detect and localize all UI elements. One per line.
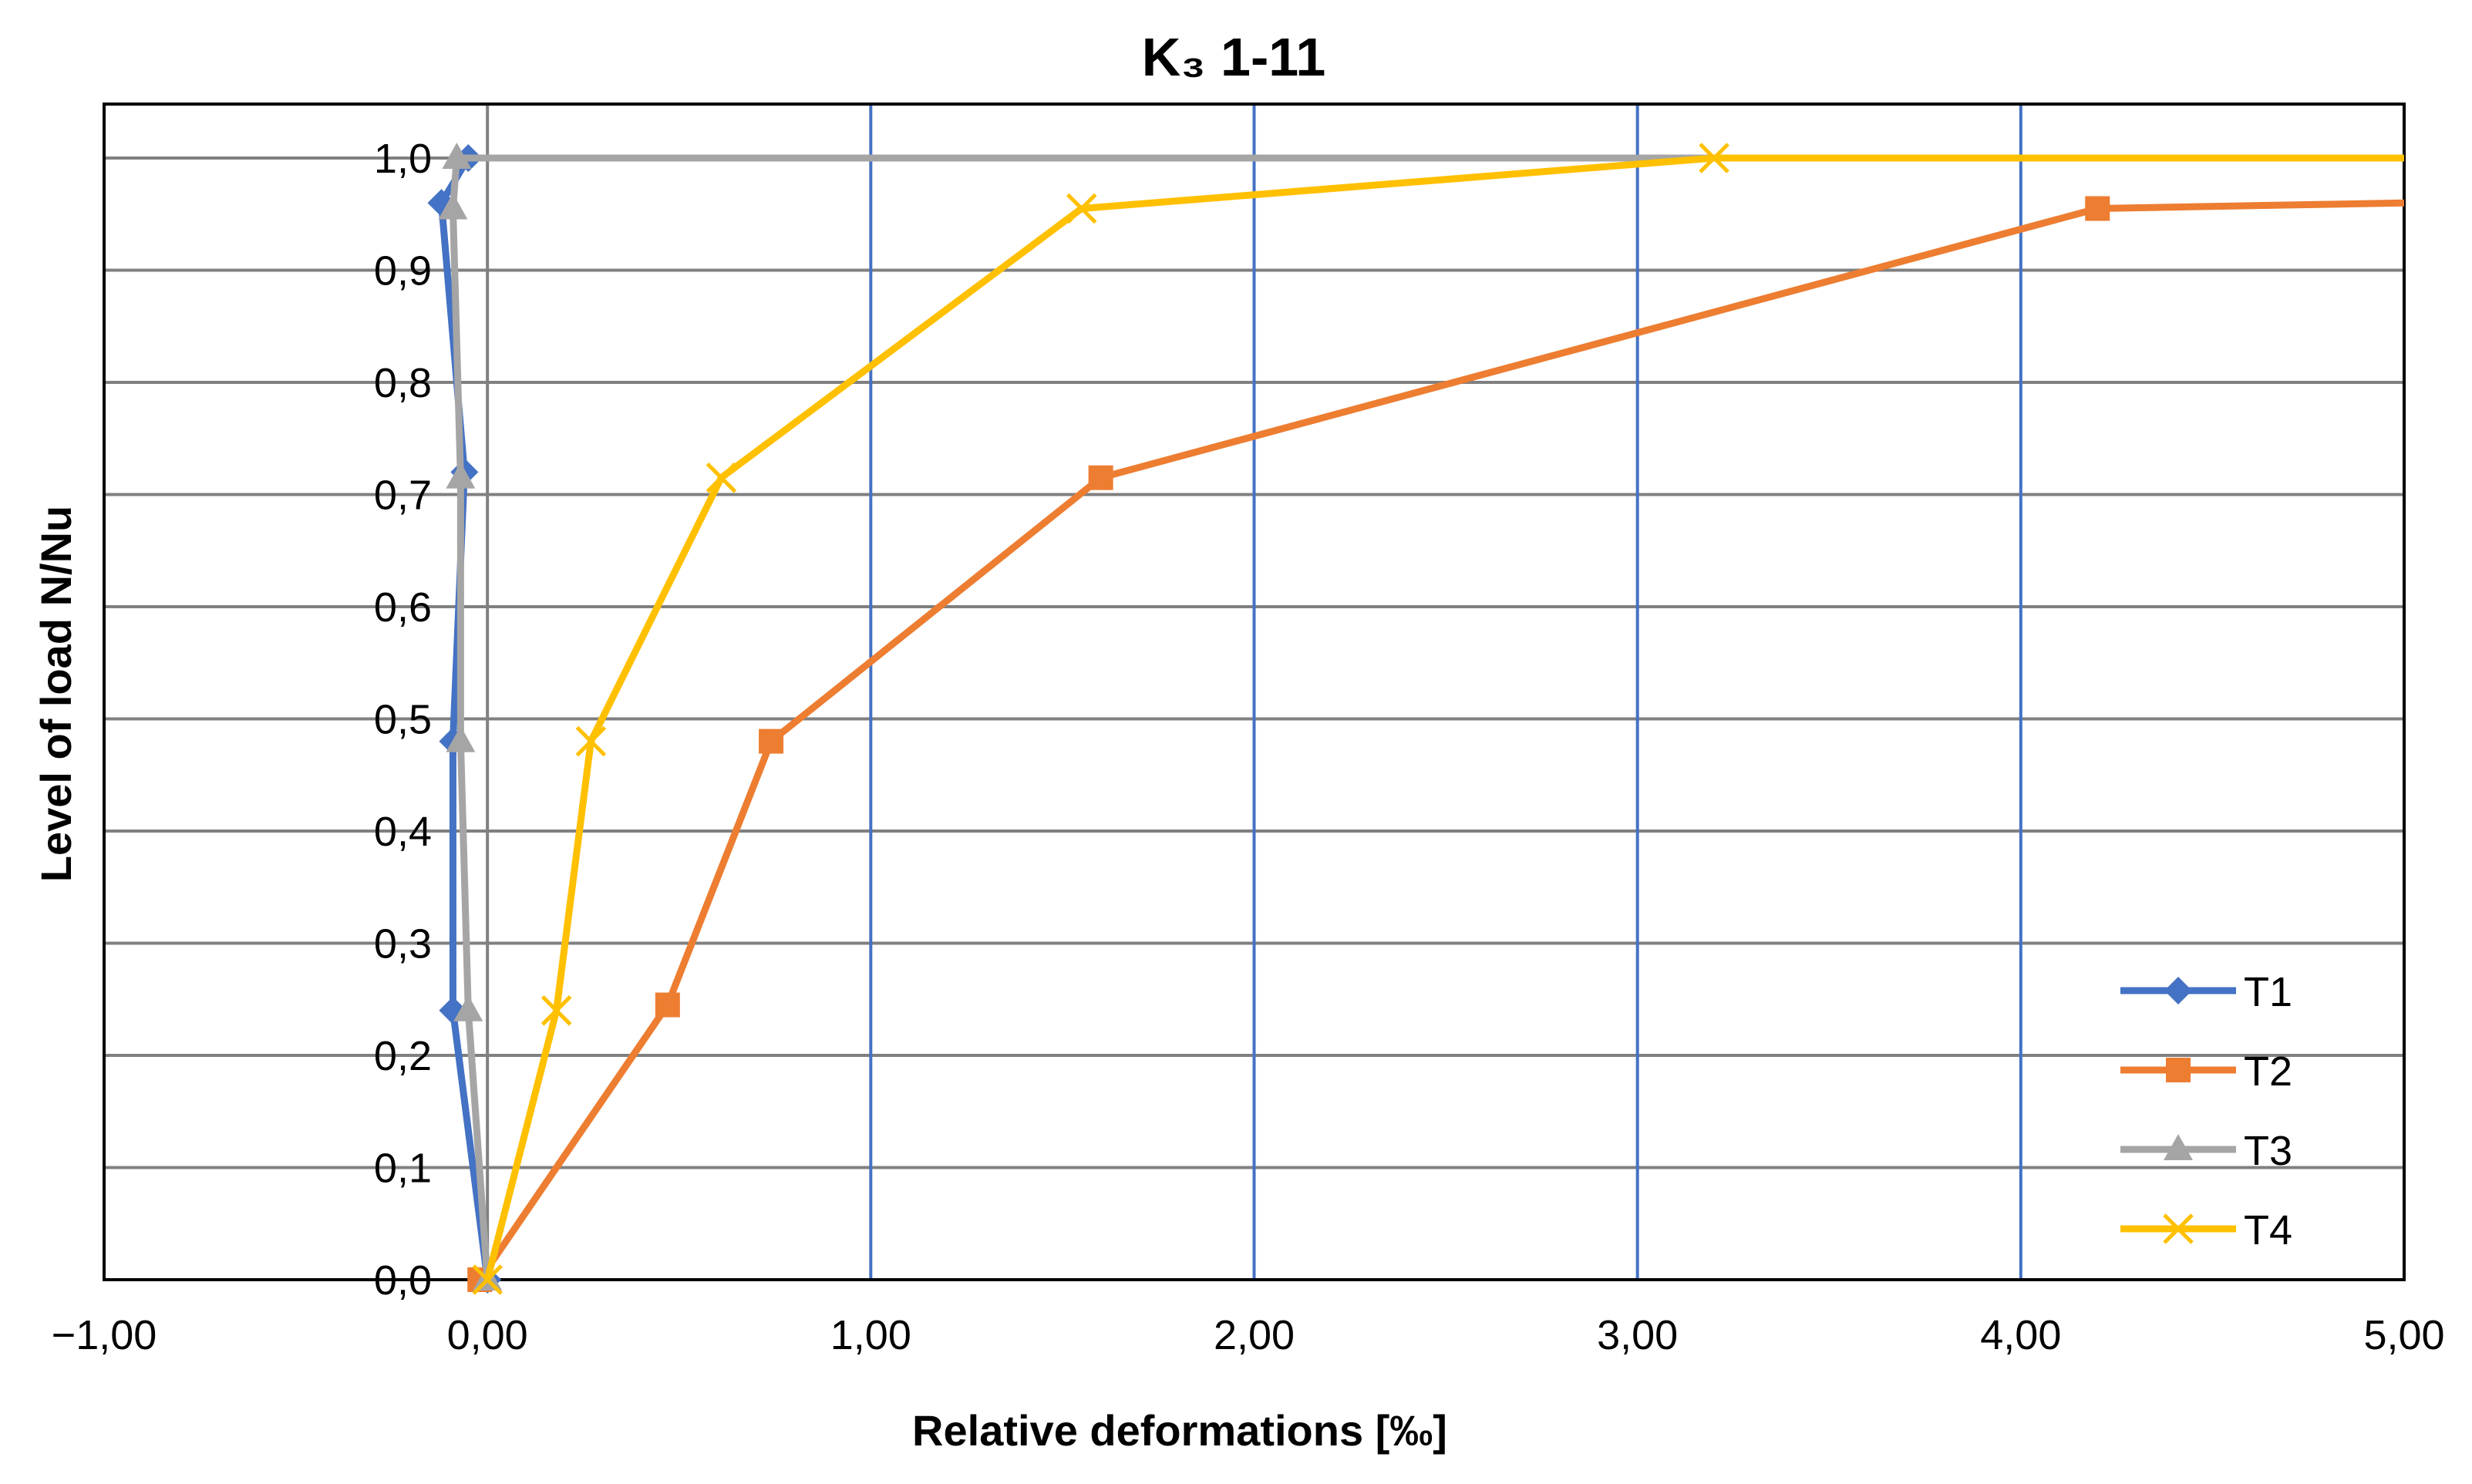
data-point-t3 <box>438 193 468 220</box>
data-point-t3 <box>446 725 476 752</box>
data-point-t4 <box>706 462 737 493</box>
marker-stroke <box>2163 1213 2194 1244</box>
y-tick-label: 0,9 <box>374 248 432 294</box>
series-t3 <box>438 143 2404 1291</box>
data-point-t3 <box>442 143 472 169</box>
marker-stroke <box>575 725 607 757</box>
legend-marker <box>2163 1213 2194 1244</box>
x-axis-label: Relative deformations [‰] <box>912 1406 1447 1455</box>
marker-stroke <box>541 995 572 1026</box>
x-tick-label: 1,00 <box>830 1312 911 1358</box>
legend-label: T4 <box>2244 1207 2292 1253</box>
x-tick-label: 2,00 <box>1214 1312 1295 1358</box>
data-point-t2 <box>655 992 680 1018</box>
data-point-t3 <box>446 462 476 489</box>
legend-label: T3 <box>2244 1128 2292 1174</box>
y-axis-label: Level of load N/Nu <box>32 506 80 883</box>
y-tick-label: 0,2 <box>374 1033 432 1079</box>
series-t4 <box>472 143 2404 1295</box>
grid <box>104 104 2404 1281</box>
marker-stroke <box>472 1264 503 1295</box>
y-tick-label: 0,8 <box>374 360 432 406</box>
marker-stroke <box>706 462 737 493</box>
data-point-t2 <box>1088 465 1113 490</box>
x-axis-ticks: −1,00 0,00 1,00 2,00 3,00 4,00 5,00 <box>52 1312 2445 1358</box>
data-point-t2 <box>2085 196 2110 221</box>
data-point-t4 <box>575 725 607 757</box>
chart-title: K₃ 1-11 <box>1142 27 1326 87</box>
plot-area-frame <box>103 103 2406 1281</box>
legend-label: T2 <box>2244 1048 2292 1095</box>
x-tick-label: 5,00 <box>2363 1312 2444 1358</box>
legend-marker <box>2166 1058 2191 1082</box>
series-line-t2 <box>477 199 2405 1282</box>
y-tick-label: 0,1 <box>374 1146 432 1192</box>
data-point-t4 <box>1066 193 1097 224</box>
x-tick-label: 4,00 <box>1980 1312 2061 1358</box>
x-tick-label: 0,00 <box>447 1312 528 1358</box>
data-point-t4 <box>541 995 572 1026</box>
data-point-t4 <box>472 1264 503 1295</box>
data-point-t2 <box>759 729 784 754</box>
y-tick-label: 0,3 <box>374 921 432 967</box>
y-tick-label: 0,6 <box>374 584 432 631</box>
legend: T1 T2 T3 T4 <box>2120 969 2292 1253</box>
legend-item-t2: T2 <box>2120 1048 2292 1095</box>
marker-stroke <box>1699 143 1729 173</box>
legend-item-t3: T3 <box>2120 1128 2292 1174</box>
legend-marker <box>2164 977 2192 1004</box>
data-point-t4 <box>1699 143 1729 173</box>
series-t2 <box>467 196 2405 1292</box>
legend-marker <box>2164 1134 2193 1160</box>
y-tick-label: 0,5 <box>374 697 432 743</box>
x-tick-label: −1,00 <box>52 1312 157 1358</box>
y-axis-ticks: 0,0 0,1 0,2 0,3 0,4 0,5 0,6 0,7 0,8 0,9 1,0 <box>374 136 432 1304</box>
legend-item-t1: T1 <box>2120 969 2292 1015</box>
x-tick-label: 3,00 <box>1597 1312 1678 1358</box>
legend-item-t4: T4 <box>2120 1207 2292 1253</box>
series-lines <box>427 143 2405 1295</box>
legend-label: T1 <box>2244 969 2292 1015</box>
y-tick-label: 0,7 <box>374 473 432 519</box>
y-tick-label: 0,4 <box>374 809 432 855</box>
marker-stroke <box>1066 193 1097 224</box>
data-point-t3 <box>453 994 483 1021</box>
y-tick-label: 1,0 <box>374 136 432 182</box>
y-tick-label: 0,0 <box>374 1257 432 1304</box>
